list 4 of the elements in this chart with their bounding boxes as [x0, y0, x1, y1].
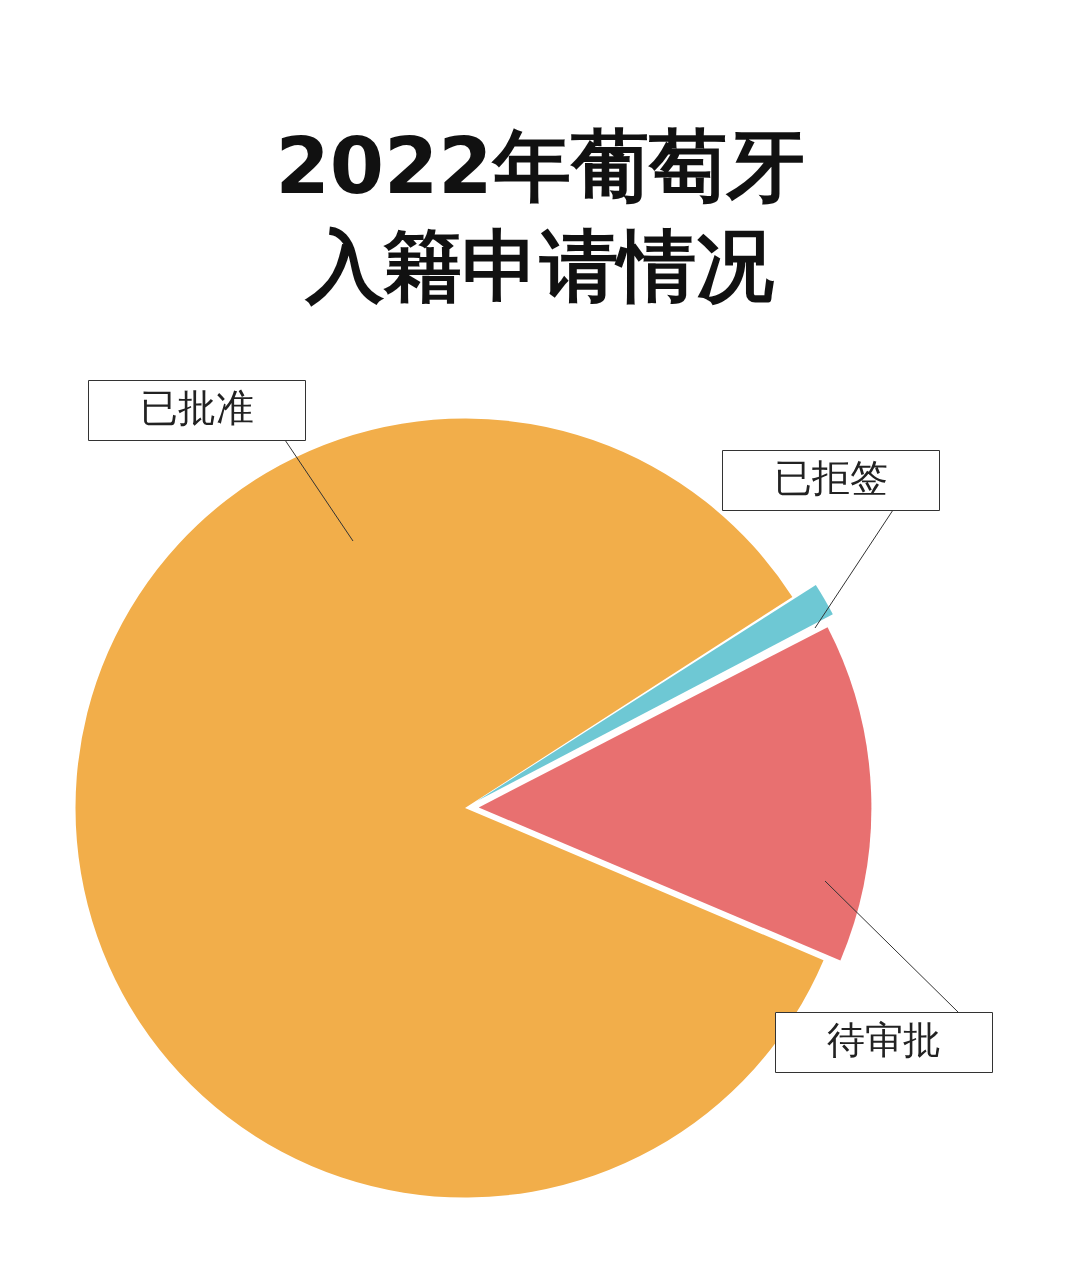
slice-label: 待审批 [826, 1017, 941, 1062]
slice-label: 已拒签 [773, 455, 888, 500]
slice-label: 已批准 [139, 385, 254, 430]
chart-title: 2022年葡萄牙入籍申请情况 [275, 120, 805, 313]
